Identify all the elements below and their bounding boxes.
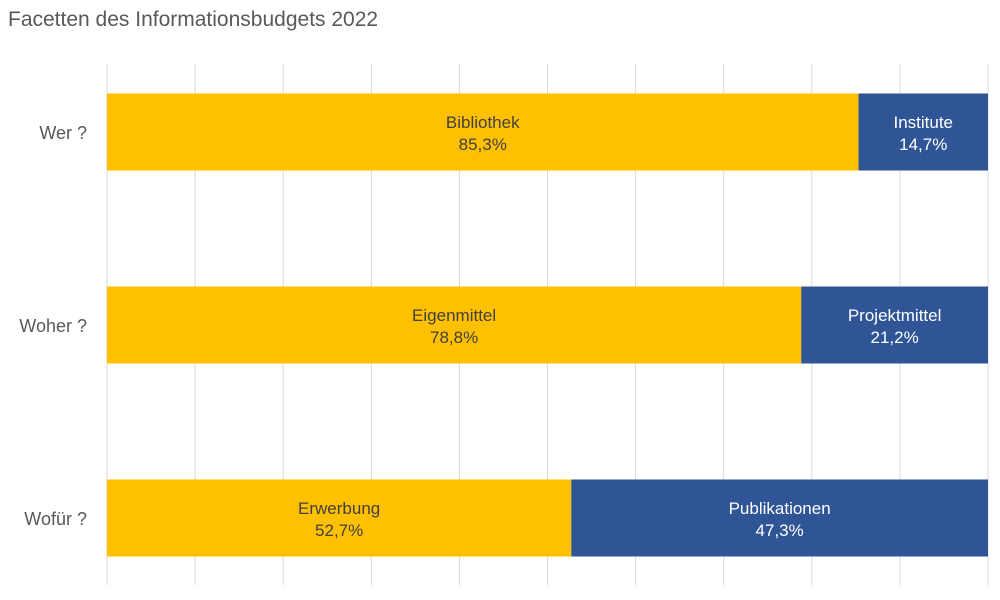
bar-segment [107, 479, 572, 557]
segment-label: Erwerbung [298, 499, 380, 518]
data-label: 78,8% [430, 328, 478, 347]
bar-segment [571, 479, 988, 557]
category-label: Wofür ? [24, 509, 87, 529]
segment-label: Bibliothek [446, 113, 520, 132]
data-label: 52,7% [315, 521, 363, 540]
bar-segment [107, 93, 859, 171]
data-label: 47,3% [756, 521, 804, 540]
segment-label: Institute [893, 113, 953, 132]
bar-segment [107, 286, 802, 364]
segment-label: Publikationen [729, 499, 831, 518]
segment-label: Projektmittel [848, 306, 942, 325]
segment-label: Eigenmittel [412, 306, 496, 325]
bar-segment [801, 286, 988, 364]
data-label: 21,2% [871, 328, 919, 347]
bar-segment [858, 93, 988, 171]
chart-title: Facetten des Informationsbudgets 2022 [8, 8, 379, 31]
category-label: Wer ? [39, 123, 87, 143]
category-label: Woher ? [19, 316, 87, 336]
data-label: 85,3% [459, 135, 507, 154]
data-label: 14,7% [899, 135, 947, 154]
